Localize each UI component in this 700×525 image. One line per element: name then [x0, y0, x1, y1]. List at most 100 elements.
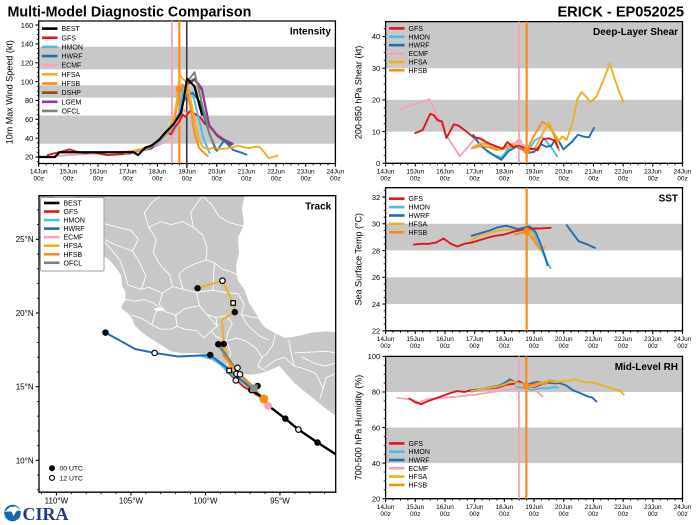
svg-text:15Jun: 15Jun	[406, 168, 424, 175]
svg-text:160: 160	[21, 21, 34, 30]
svg-text:HFSA: HFSA	[409, 221, 428, 228]
svg-text:00z: 00z	[440, 511, 450, 518]
svg-text:23Jun: 23Jun	[644, 168, 662, 175]
svg-text:HFSA: HFSA	[62, 72, 81, 79]
svg-text:ECMF: ECMF	[409, 51, 429, 58]
svg-text:00z: 00z	[588, 175, 598, 182]
svg-text:18Jun: 18Jun	[496, 168, 514, 175]
svg-text:700-500 hPa Humidity (%): 700-500 hPa Humidity (%)	[353, 375, 363, 481]
svg-text:24: 24	[372, 300, 380, 309]
svg-text:22: 22	[372, 327, 380, 336]
svg-text:00z: 00z	[588, 511, 598, 518]
svg-text:00z: 00z	[529, 175, 539, 182]
svg-text:22Jun: 22Jun	[614, 504, 632, 511]
svg-text:GFS: GFS	[409, 196, 424, 203]
svg-text:00z: 00z	[618, 511, 628, 518]
svg-text:20°N: 20°N	[16, 309, 34, 318]
svg-text:0: 0	[376, 159, 380, 168]
svg-text:HFSB: HFSB	[62, 81, 81, 88]
svg-text:HWRF: HWRF	[409, 458, 430, 465]
svg-text:19Jun: 19Jun	[525, 504, 543, 511]
svg-text:22Jun: 22Jun	[614, 168, 632, 175]
svg-text:21Jun: 21Jun	[585, 336, 603, 343]
svg-text:15Jun: 15Jun	[60, 169, 78, 176]
svg-text:GFS: GFS	[409, 441, 424, 448]
svg-text:19Jun: 19Jun	[525, 168, 543, 175]
svg-text:24Jun: 24Jun	[674, 168, 692, 175]
svg-text:00z: 00z	[559, 511, 569, 518]
svg-text:HFSA: HFSA	[409, 59, 428, 66]
svg-text:00z: 00z	[380, 343, 390, 350]
svg-text:GFS: GFS	[409, 26, 424, 33]
svg-text:16Jun: 16Jun	[436, 336, 454, 343]
svg-text:00z: 00z	[330, 176, 340, 183]
svg-text:00z: 00z	[618, 175, 628, 182]
svg-text:00z: 00z	[152, 176, 162, 183]
svg-text:16Jun: 16Jun	[436, 168, 454, 175]
svg-text:CIRA: CIRA	[23, 504, 69, 524]
svg-text:19Jun: 19Jun	[178, 169, 196, 176]
svg-text:00z: 00z	[211, 176, 221, 183]
svg-text:10°N: 10°N	[16, 456, 34, 465]
svg-text:00z: 00z	[122, 176, 132, 183]
svg-text:95°W: 95°W	[270, 496, 290, 505]
svg-text:00z: 00z	[529, 343, 539, 350]
svg-text:25°N: 25°N	[16, 235, 34, 244]
svg-text:10m Max Wind Speed (kt): 10m Max Wind Speed (kt)	[4, 40, 14, 144]
svg-text:60: 60	[25, 115, 33, 124]
svg-text:Track: Track	[305, 201, 332, 212]
svg-text:100: 100	[21, 77, 34, 86]
svg-text:00z: 00z	[182, 176, 192, 183]
svg-text:ECMF: ECMF	[64, 235, 84, 242]
svg-text:80: 80	[25, 96, 33, 105]
svg-text:24Jun: 24Jun	[327, 169, 345, 176]
svg-text:00z: 00z	[588, 343, 598, 350]
svg-text:00z: 00z	[410, 175, 420, 182]
svg-text:BEST: BEST	[64, 201, 83, 208]
svg-text:18Jun: 18Jun	[149, 169, 167, 176]
svg-text:00z: 00z	[529, 511, 539, 518]
svg-text:15Jun: 15Jun	[406, 504, 424, 511]
svg-text:HWRF: HWRF	[62, 54, 83, 61]
svg-text:00z: 00z	[410, 511, 420, 518]
svg-text:22Jun: 22Jun	[614, 336, 632, 343]
svg-text:28: 28	[372, 246, 380, 255]
svg-text:14Jun: 14Jun	[30, 169, 48, 176]
svg-text:140: 140	[21, 40, 34, 49]
svg-text:Intensity: Intensity	[290, 27, 332, 38]
svg-text:17Jun: 17Jun	[466, 168, 484, 175]
svg-text:20: 20	[372, 96, 380, 105]
svg-text:00z: 00z	[499, 511, 509, 518]
svg-text:30: 30	[372, 220, 380, 229]
svg-text:00z: 00z	[93, 176, 103, 183]
svg-text:BEST: BEST	[62, 26, 81, 33]
svg-text:00z: 00z	[648, 511, 658, 518]
svg-text:100°W: 100°W	[193, 496, 218, 505]
svg-text:00z: 00z	[677, 175, 687, 182]
svg-text:60: 60	[372, 423, 380, 432]
svg-text:23Jun: 23Jun	[644, 336, 662, 343]
svg-text:15°N: 15°N	[16, 383, 34, 392]
svg-text:HFSB: HFSB	[409, 230, 428, 237]
svg-text:24Jun: 24Jun	[674, 504, 692, 511]
svg-text:00z: 00z	[33, 176, 43, 183]
svg-text:20: 20	[372, 494, 380, 503]
svg-text:00z: 00z	[499, 343, 509, 350]
svg-text:20Jun: 20Jun	[208, 169, 226, 176]
svg-text:Mid-Level RH: Mid-Level RH	[615, 362, 678, 373]
svg-text:HWRF: HWRF	[64, 226, 85, 233]
svg-text:HWRF: HWRF	[409, 213, 430, 220]
svg-text:14Jun: 14Jun	[377, 168, 395, 175]
svg-text:HWRF: HWRF	[409, 43, 430, 50]
svg-text:GFS: GFS	[62, 35, 77, 42]
svg-text:HFSA: HFSA	[64, 243, 83, 250]
svg-text:21Jun: 21Jun	[238, 169, 256, 176]
svg-text:00z: 00z	[271, 176, 281, 183]
svg-text:00z: 00z	[440, 175, 450, 182]
svg-text:100: 100	[368, 352, 381, 361]
svg-text:23Jun: 23Jun	[644, 504, 662, 511]
svg-text:00z: 00z	[559, 343, 569, 350]
svg-text:14Jun: 14Jun	[377, 504, 395, 511]
svg-text:GFS: GFS	[64, 209, 79, 216]
svg-text:00z: 00z	[648, 175, 658, 182]
